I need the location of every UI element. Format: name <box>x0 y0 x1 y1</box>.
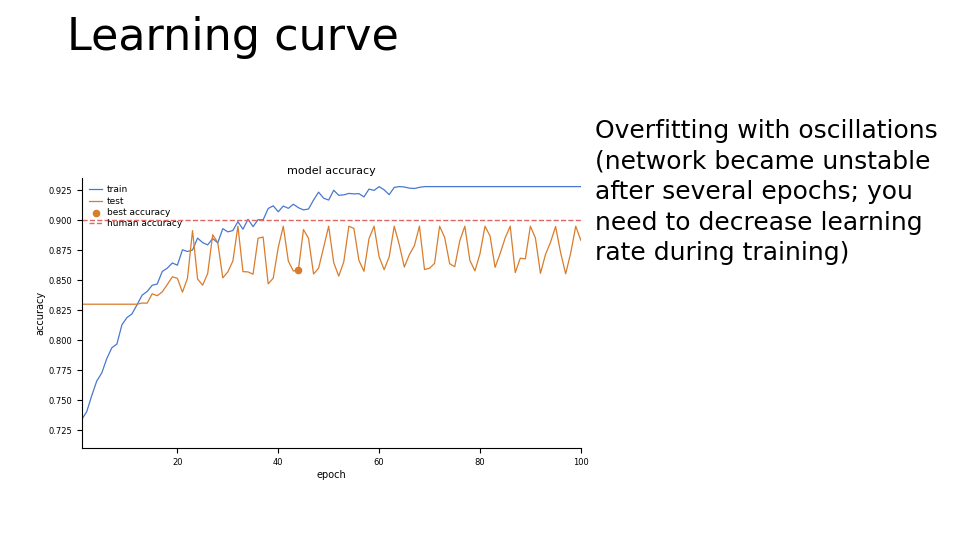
Y-axis label: accuracy: accuracy <box>36 291 45 335</box>
train <box>555 184 566 190</box>
test <box>76 301 87 307</box>
human accuracy <box>71 217 83 224</box>
test <box>172 275 183 281</box>
test <box>192 276 204 282</box>
X-axis label: epoch: epoch <box>317 470 346 480</box>
test <box>540 251 551 258</box>
train <box>172 262 183 268</box>
Line: test: test <box>82 226 581 304</box>
test <box>338 259 349 265</box>
Text: Overfitting with oscillations
(network became unstable
after several epochs; you: Overfitting with oscillations (network b… <box>595 119 938 265</box>
test <box>232 223 244 230</box>
Line: train: train <box>82 187 581 420</box>
train <box>540 184 551 190</box>
test <box>575 237 587 244</box>
best accuracy <box>291 265 306 274</box>
Title: model accuracy: model accuracy <box>287 166 375 176</box>
test <box>378 266 390 273</box>
Legend: train, test, best accuracy, human accuracy: train, test, best accuracy, human accura… <box>86 183 185 231</box>
train <box>378 187 390 193</box>
train <box>192 235 204 241</box>
Text: Learning curve: Learning curve <box>67 16 399 59</box>
train <box>333 192 345 199</box>
human accuracy <box>76 217 87 224</box>
train <box>373 184 385 190</box>
train <box>575 184 587 190</box>
test <box>555 249 566 256</box>
train <box>76 416 87 423</box>
